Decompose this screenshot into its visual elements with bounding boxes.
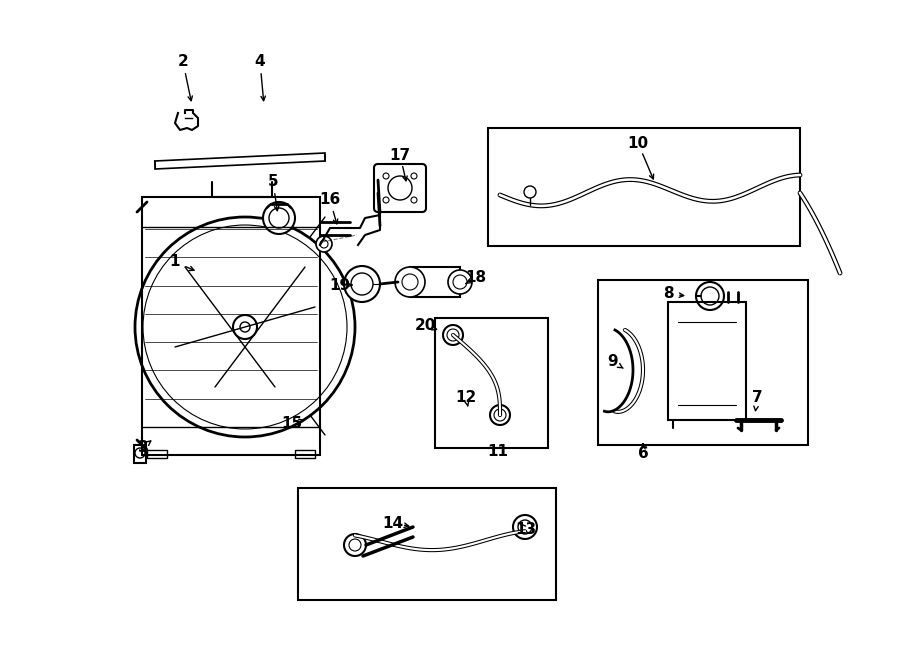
Text: 16: 16 bbox=[320, 192, 340, 208]
Circle shape bbox=[453, 275, 467, 289]
Text: 17: 17 bbox=[390, 147, 410, 163]
Text: 2: 2 bbox=[177, 54, 188, 69]
Bar bbox=[147, 450, 167, 458]
Circle shape bbox=[240, 322, 250, 332]
Circle shape bbox=[320, 240, 328, 248]
Circle shape bbox=[395, 267, 425, 297]
Circle shape bbox=[443, 325, 463, 345]
Text: 3: 3 bbox=[138, 440, 148, 455]
Text: 7: 7 bbox=[752, 391, 762, 405]
Circle shape bbox=[494, 409, 506, 421]
Text: 8: 8 bbox=[662, 286, 673, 301]
Circle shape bbox=[701, 287, 719, 305]
FancyBboxPatch shape bbox=[374, 164, 426, 212]
Bar bbox=[410, 267, 460, 297]
Text: 1: 1 bbox=[170, 254, 180, 270]
Text: 10: 10 bbox=[627, 136, 649, 151]
Text: 18: 18 bbox=[465, 270, 487, 286]
Bar bbox=[142, 197, 320, 455]
Text: 20: 20 bbox=[414, 317, 436, 332]
Bar bbox=[488, 128, 800, 246]
Circle shape bbox=[351, 273, 373, 295]
Bar bbox=[668, 302, 746, 420]
Circle shape bbox=[402, 274, 418, 290]
Circle shape bbox=[269, 208, 289, 228]
Text: 6: 6 bbox=[637, 446, 648, 461]
Circle shape bbox=[513, 515, 537, 539]
Bar bbox=[298, 488, 556, 600]
Circle shape bbox=[263, 202, 295, 234]
Text: 14: 14 bbox=[382, 516, 403, 531]
Circle shape bbox=[344, 266, 380, 302]
Circle shape bbox=[696, 282, 724, 310]
Bar bbox=[598, 280, 808, 445]
Text: 4: 4 bbox=[255, 54, 266, 69]
Bar bbox=[435, 318, 548, 448]
Circle shape bbox=[448, 270, 472, 294]
Bar bbox=[134, 445, 146, 463]
Text: 9: 9 bbox=[608, 354, 618, 369]
Circle shape bbox=[518, 520, 532, 534]
Text: 12: 12 bbox=[455, 389, 477, 405]
Text: 5: 5 bbox=[267, 175, 278, 190]
Text: 13: 13 bbox=[516, 522, 536, 537]
Circle shape bbox=[490, 405, 510, 425]
Circle shape bbox=[233, 315, 257, 339]
Circle shape bbox=[316, 236, 332, 252]
Circle shape bbox=[447, 329, 459, 341]
Circle shape bbox=[349, 539, 361, 551]
Circle shape bbox=[388, 176, 412, 200]
Text: 19: 19 bbox=[329, 278, 351, 293]
Text: 15: 15 bbox=[282, 416, 302, 430]
Text: 11: 11 bbox=[488, 444, 508, 459]
Bar bbox=[295, 450, 315, 458]
Circle shape bbox=[344, 534, 366, 556]
